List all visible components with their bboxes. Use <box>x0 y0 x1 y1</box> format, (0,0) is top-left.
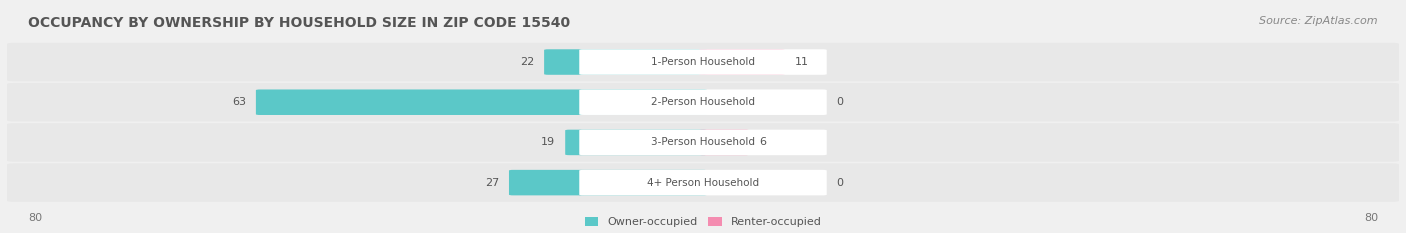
Text: 1-Person Household: 1-Person Household <box>651 57 755 67</box>
FancyBboxPatch shape <box>579 49 827 75</box>
Text: 27: 27 <box>485 178 499 188</box>
Text: 0: 0 <box>837 97 844 107</box>
FancyBboxPatch shape <box>7 83 1399 121</box>
Text: 0: 0 <box>837 178 844 188</box>
FancyBboxPatch shape <box>699 130 749 155</box>
FancyBboxPatch shape <box>579 170 827 195</box>
FancyBboxPatch shape <box>699 49 785 75</box>
FancyBboxPatch shape <box>579 130 827 155</box>
Legend: Owner-occupied, Renter-occupied: Owner-occupied, Renter-occupied <box>585 217 821 227</box>
FancyBboxPatch shape <box>7 123 1399 162</box>
Text: 80: 80 <box>1364 213 1378 223</box>
Text: 3-Person Household: 3-Person Household <box>651 137 755 147</box>
FancyBboxPatch shape <box>256 89 707 115</box>
Text: 4+ Person Household: 4+ Person Household <box>647 178 759 188</box>
Text: 11: 11 <box>794 57 808 67</box>
FancyBboxPatch shape <box>509 170 707 195</box>
Text: 63: 63 <box>232 97 246 107</box>
Text: 19: 19 <box>541 137 555 147</box>
Text: 2-Person Household: 2-Person Household <box>651 97 755 107</box>
Text: 80: 80 <box>28 213 42 223</box>
FancyBboxPatch shape <box>565 130 707 155</box>
Text: Source: ZipAtlas.com: Source: ZipAtlas.com <box>1260 16 1378 26</box>
FancyBboxPatch shape <box>579 89 827 115</box>
FancyBboxPatch shape <box>544 49 707 75</box>
Text: 22: 22 <box>520 57 534 67</box>
Text: OCCUPANCY BY OWNERSHIP BY HOUSEHOLD SIZE IN ZIP CODE 15540: OCCUPANCY BY OWNERSHIP BY HOUSEHOLD SIZE… <box>28 16 571 30</box>
Text: 6: 6 <box>759 137 766 147</box>
FancyBboxPatch shape <box>7 43 1399 81</box>
FancyBboxPatch shape <box>7 163 1399 202</box>
